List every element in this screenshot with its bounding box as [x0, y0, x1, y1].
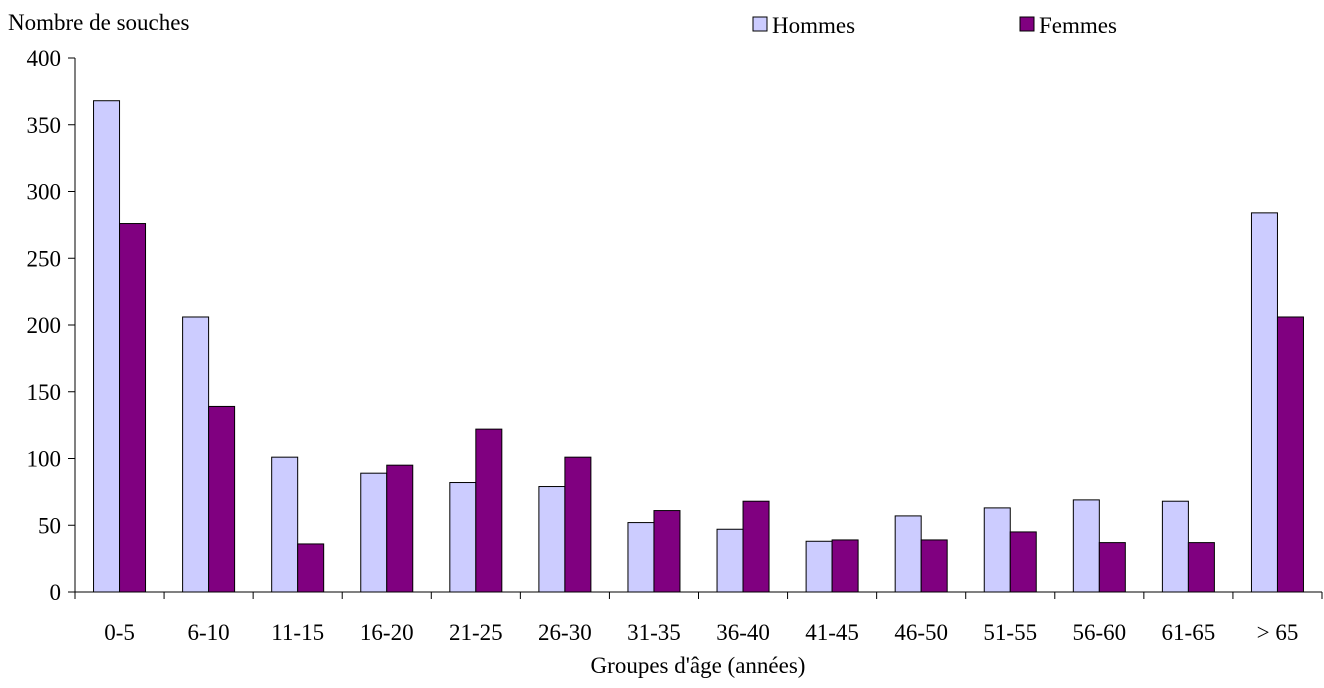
legend: Hommes Femmes [752, 13, 1117, 38]
x-tick-label: 16-20 [360, 620, 414, 645]
bar-femmes-65 [1276, 316, 1304, 593]
bar-femmes-6-10 [208, 405, 236, 593]
bar-hommes-36-40 [716, 528, 744, 593]
x-tick-label: 56-60 [1072, 620, 1126, 645]
y-tick-label: 300 [27, 180, 62, 205]
y-tick-label: 100 [27, 447, 62, 472]
x-tick-label: 11-15 [271, 620, 324, 645]
bar-femmes-36-40 [742, 500, 770, 593]
bars [93, 100, 1304, 593]
bar-hommes-31-35 [627, 522, 655, 593]
bar-femmes-61-65 [1187, 542, 1215, 593]
bar-femmes-11-15 [297, 543, 325, 593]
bar-hommes-61-65 [1161, 500, 1189, 593]
bar-femmes-56-60 [1098, 542, 1126, 593]
legend-item-femmes: Femmes [1019, 13, 1117, 38]
bar-femmes-21-25 [475, 428, 503, 593]
x-tick-label: > 65 [1257, 620, 1299, 645]
bar-femmes-46-50 [920, 539, 948, 593]
bar-hommes-0-5 [93, 100, 121, 593]
bar-hommes-65 [1250, 212, 1278, 593]
legend-item-hommes: Hommes [752, 13, 855, 38]
x-tick-label: 6-10 [188, 620, 230, 645]
bar-femmes-31-35 [653, 510, 681, 593]
x-tick-label: 0-5 [104, 620, 135, 645]
y-axis-label: Nombre de souches [8, 10, 189, 35]
y-tick-label: 350 [27, 113, 62, 138]
axes [74, 58, 1322, 593]
bar-femmes-26-30 [564, 456, 592, 593]
y-ticks: 0 50 100 150 200 250 300 350 400 [27, 46, 75, 605]
bar-hommes-51-55 [983, 507, 1011, 593]
bar-femmes-0-5 [119, 223, 147, 593]
bar-hommes-56-60 [1072, 499, 1100, 593]
bar-femmes-16-20 [386, 464, 414, 593]
y-tick-label: 250 [27, 246, 62, 271]
bar-femmes-41-45 [831, 539, 859, 593]
x-tick-label: 26-30 [538, 620, 592, 645]
bar-hommes-11-15 [271, 456, 299, 593]
bar-hommes-41-45 [805, 540, 833, 593]
y-tick-label: 400 [27, 46, 62, 71]
legend-swatch-hommes [752, 16, 768, 32]
x-tick-label: 36-40 [716, 620, 770, 645]
bar-hommes-16-20 [360, 472, 388, 593]
x-axis-label: Groupes d'âge (années) [591, 653, 806, 678]
x-tick-label: 46-50 [894, 620, 948, 645]
legend-swatch-femmes [1019, 16, 1035, 32]
x-tick-label: 41-45 [805, 620, 859, 645]
x-tick-label: 31-35 [627, 620, 681, 645]
legend-label-femmes: Femmes [1039, 13, 1117, 38]
x-ticks: 0-5 6-10 11-15 16-20 21-25 26-30 31-35 36-40 41-… [74, 592, 1323, 645]
bar-femmes-51-55 [1009, 531, 1037, 593]
legend-label-hommes: Hommes [772, 13, 855, 38]
bar-hommes-21-25 [449, 482, 477, 593]
x-tick-label: 61-65 [1162, 620, 1216, 645]
y-tick-label: 150 [27, 380, 62, 405]
y-tick-label: 0 [50, 580, 62, 605]
x-tick-label: 21-25 [449, 620, 503, 645]
y-tick-label: 50 [38, 513, 61, 538]
y-tick-label: 200 [27, 313, 62, 338]
bar-hommes-6-10 [182, 316, 210, 593]
bar-hommes-26-30 [538, 486, 566, 593]
bar-hommes-46-50 [894, 515, 922, 593]
x-tick-label: 51-55 [983, 620, 1037, 645]
